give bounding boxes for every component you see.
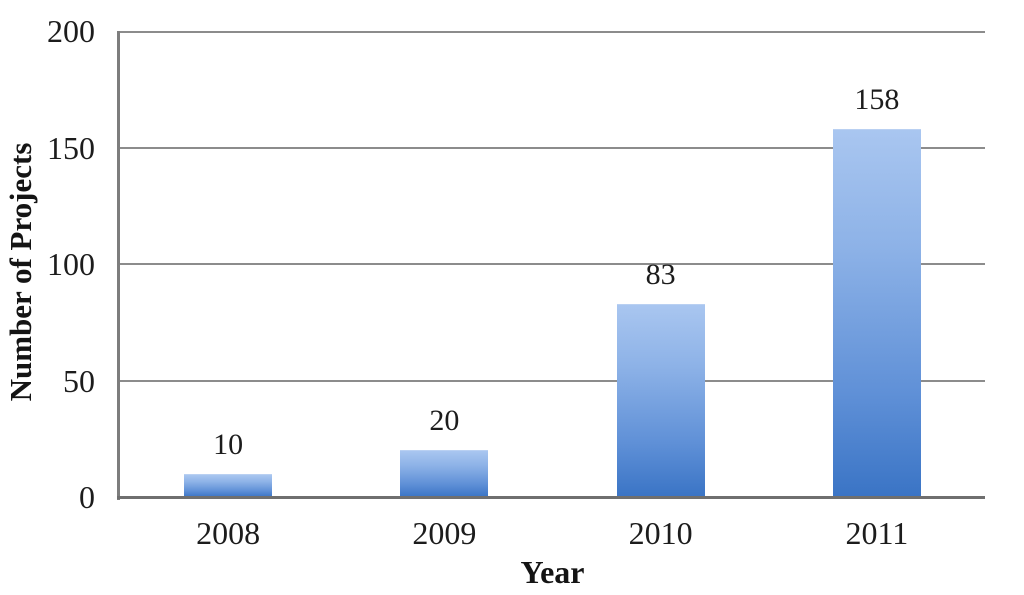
bar [616, 304, 705, 497]
gridline [120, 379, 985, 382]
bar-slot: 10 [120, 31, 336, 497]
gridline [120, 146, 985, 149]
plot-border-top [120, 31, 985, 33]
bar-slot: 20 [336, 31, 552, 497]
y-tick-label: 50 [63, 362, 95, 399]
y-tick-label: 100 [47, 246, 95, 282]
bar-value-label: 10 [213, 428, 244, 461]
bar-value-label: 158 [854, 83, 900, 116]
bar-slot: 158 [769, 31, 985, 497]
y-tick-label: 150 [47, 129, 95, 166]
gridline [120, 263, 985, 265]
x-tick-label: 2009 [412, 515, 477, 551]
bar-slot: 83 [553, 31, 769, 497]
x-tick-label: 2008 [196, 515, 261, 551]
y-tick-label: 200 [47, 13, 95, 49]
x-tick-label: 2010 [628, 515, 693, 551]
bar [400, 450, 489, 497]
bar-value-label: 83 [645, 258, 676, 291]
x-axis-title: Year [520, 554, 585, 590]
bar-value-label: 20 [429, 404, 460, 437]
x-axis-line [117, 496, 985, 499]
x-tick-label: 2011 [845, 515, 909, 551]
y-axis-line [117, 31, 120, 500]
bar [832, 129, 921, 497]
plot-area: 10 20 83 158 [120, 31, 985, 497]
bar [184, 474, 273, 497]
y-tick-label: 0 [79, 479, 95, 515]
